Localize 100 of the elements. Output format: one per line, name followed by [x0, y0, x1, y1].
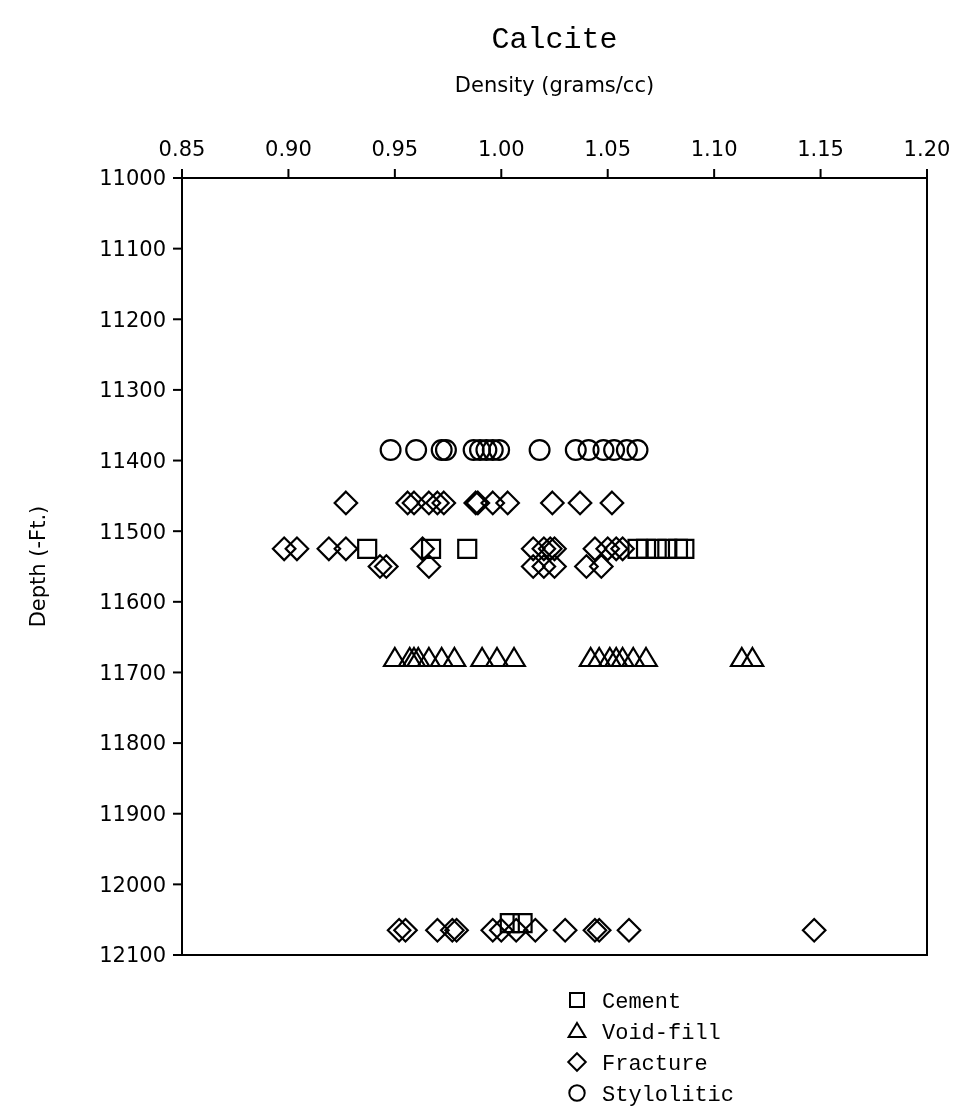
point — [373, 554, 399, 579]
y-tick-label: 12100 — [99, 943, 166, 968]
point — [520, 536, 546, 562]
point — [386, 917, 412, 943]
y-tick-label: 11400 — [99, 448, 166, 473]
chart-title: Calcite — [491, 23, 618, 57]
point — [540, 490, 565, 516]
x-tick-label: 1.00 — [477, 137, 525, 161]
y-tick-label: 12000 — [99, 872, 166, 897]
point — [395, 490, 420, 516]
y-tick-label: 11900 — [99, 802, 166, 827]
point — [393, 917, 418, 943]
point — [574, 554, 599, 579]
point — [406, 646, 431, 668]
point — [333, 490, 359, 516]
point — [416, 490, 442, 516]
legend-label: Void-fill — [602, 1020, 721, 1046]
point — [480, 490, 506, 516]
point — [621, 646, 646, 668]
point — [457, 538, 478, 559]
point — [537, 536, 563, 562]
point — [462, 438, 485, 461]
point — [616, 917, 642, 943]
point — [488, 438, 511, 461]
point — [542, 536, 567, 562]
point — [588, 554, 614, 579]
point — [357, 538, 378, 559]
point — [626, 438, 649, 461]
point — [542, 554, 567, 579]
point — [284, 536, 310, 562]
point — [425, 917, 450, 943]
legend-label: Cement — [602, 989, 682, 1015]
point — [397, 646, 422, 668]
point — [674, 538, 695, 559]
point — [439, 917, 465, 943]
point — [587, 646, 612, 668]
x-tick-label: 0.95 — [371, 137, 419, 161]
y-tick-label: 11700 — [99, 660, 166, 685]
y-tick-label: 11600 — [99, 590, 166, 615]
point — [485, 646, 509, 668]
y-tick-label: 11100 — [99, 236, 166, 261]
point — [599, 490, 625, 516]
point — [577, 438, 600, 461]
point — [379, 438, 402, 461]
point — [635, 538, 657, 559]
point — [520, 554, 546, 579]
legend-label: Fracture — [602, 1051, 708, 1077]
point — [470, 646, 495, 668]
point — [444, 917, 469, 943]
point — [615, 438, 638, 461]
point — [405, 438, 428, 461]
point — [610, 536, 635, 562]
point — [480, 917, 506, 943]
point — [481, 438, 504, 461]
point — [475, 438, 498, 461]
y-tick-label: 11500 — [99, 519, 166, 544]
point — [592, 438, 615, 461]
y-tick-label: 11000 — [99, 166, 166, 191]
point — [469, 438, 491, 461]
point — [597, 646, 622, 668]
point — [410, 536, 435, 562]
point — [801, 917, 827, 943]
point — [595, 536, 621, 562]
point — [401, 490, 427, 516]
point — [495, 490, 521, 516]
point — [667, 538, 689, 559]
point — [567, 490, 593, 516]
x-tick-label: 1.15 — [797, 137, 844, 161]
point — [367, 554, 393, 579]
y-tick-label: 11800 — [99, 731, 166, 756]
x-tick-label: 0.90 — [265, 137, 312, 161]
point — [425, 490, 450, 516]
point — [531, 536, 557, 562]
point — [402, 646, 426, 668]
point — [316, 536, 342, 562]
legend-label: Stylolitic — [602, 1082, 735, 1108]
x-tick-label: 1.05 — [584, 137, 632, 161]
point — [531, 554, 557, 579]
point — [431, 490, 457, 516]
point — [417, 646, 441, 668]
point — [271, 536, 297, 562]
point — [582, 536, 608, 562]
point — [503, 917, 529, 943]
x-axis-title: Density (grams/cc) — [454, 73, 655, 97]
point — [429, 646, 454, 668]
point — [333, 536, 359, 562]
y-axis-title: Depth (-Ft.) — [26, 505, 50, 628]
point — [610, 646, 635, 668]
point — [522, 917, 548, 943]
point — [634, 646, 658, 668]
point — [578, 646, 603, 668]
point — [416, 554, 442, 579]
x-tick-label: 1.10 — [690, 137, 738, 161]
point — [488, 917, 514, 943]
x-tick-label: 0.85 — [158, 137, 206, 161]
x-tick-label: 1.20 — [903, 137, 951, 161]
point — [502, 646, 526, 668]
point — [604, 646, 629, 668]
point — [740, 646, 765, 668]
point — [729, 646, 754, 668]
